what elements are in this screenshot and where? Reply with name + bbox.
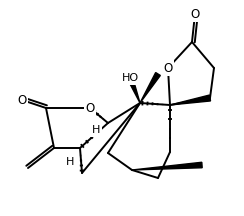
Text: H: H: [66, 157, 74, 167]
Polygon shape: [127, 77, 140, 103]
Text: HO: HO: [122, 73, 139, 83]
Polygon shape: [170, 95, 211, 105]
Text: O: O: [85, 102, 95, 114]
Text: O: O: [190, 8, 200, 21]
Polygon shape: [132, 162, 202, 170]
Polygon shape: [140, 73, 160, 103]
Text: H: H: [92, 125, 100, 135]
Text: O: O: [17, 94, 27, 106]
Text: O: O: [163, 62, 173, 75]
